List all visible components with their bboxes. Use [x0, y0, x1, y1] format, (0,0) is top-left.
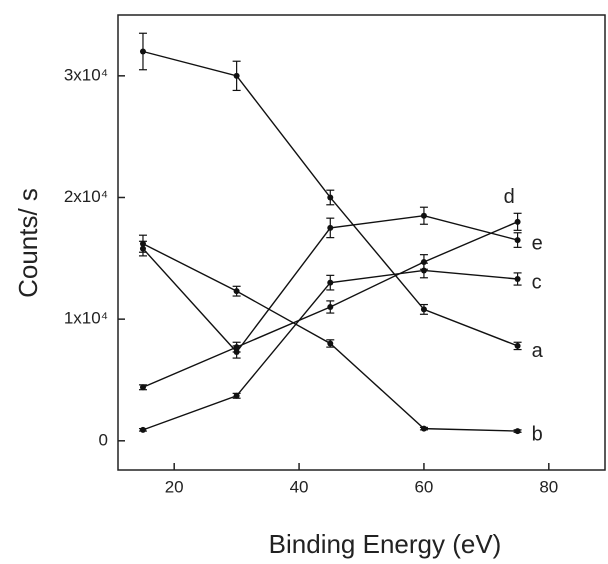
x-tick-label: 40: [290, 477, 309, 496]
series-label: d: [504, 186, 515, 208]
point: [514, 237, 521, 244]
point: [420, 306, 427, 313]
point: [514, 342, 521, 349]
point: [233, 348, 240, 355]
series-label: e: [532, 232, 543, 254]
point: [420, 258, 427, 265]
point: [514, 275, 521, 282]
point: [327, 279, 334, 286]
point: [420, 212, 427, 219]
point: [514, 428, 521, 435]
plot-frame: [117, 14, 606, 471]
y-axis-label: Counts/ s: [13, 188, 43, 298]
x-tick-label: 60: [414, 477, 433, 496]
y-tick-label: 3x10⁴: [64, 65, 108, 84]
series-line: [142, 243, 518, 432]
series-line: [142, 269, 518, 431]
point: [233, 392, 240, 399]
x-axis-label: Binding Energy (eV): [269, 529, 502, 559]
point: [327, 194, 334, 201]
point: [139, 426, 146, 433]
point: [327, 340, 334, 347]
y-tick-label: 0: [99, 430, 108, 449]
series-label: b: [532, 423, 543, 445]
point: [327, 224, 334, 231]
x-tick-label: 20: [165, 477, 184, 496]
series-label: a: [532, 340, 544, 362]
point: [233, 288, 240, 295]
point: [420, 425, 427, 432]
y-tick-label: 1x10⁴: [64, 309, 108, 328]
point: [327, 303, 334, 310]
y-tick-label: 2x10⁴: [64, 187, 108, 206]
point: [139, 245, 146, 252]
point: [139, 48, 146, 55]
x-tick-label: 80: [539, 477, 558, 496]
point: [233, 72, 240, 79]
series-label: c: [532, 271, 542, 293]
point: [139, 384, 146, 391]
point: [514, 218, 521, 225]
